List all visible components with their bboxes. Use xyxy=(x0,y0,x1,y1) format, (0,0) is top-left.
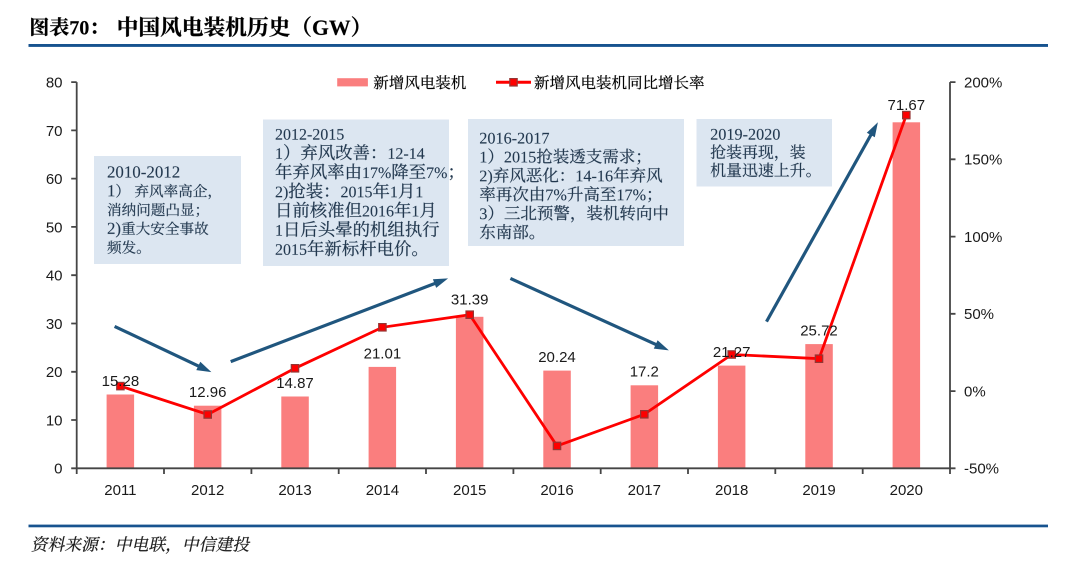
svg-text:21.01: 21.01 xyxy=(364,345,402,362)
svg-text:20: 20 xyxy=(46,364,63,381)
svg-text:2018: 2018 xyxy=(715,482,748,499)
svg-text:50%: 50% xyxy=(964,306,994,323)
svg-text:15.28: 15.28 xyxy=(102,373,140,390)
svg-text:2019: 2019 xyxy=(802,482,835,499)
svg-text:12.96: 12.96 xyxy=(189,384,227,401)
svg-text:2020: 2020 xyxy=(890,482,923,499)
svg-text:30: 30 xyxy=(46,316,63,333)
svg-text:-50%: -50% xyxy=(964,461,999,478)
svg-text:21.27: 21.27 xyxy=(713,344,751,361)
svg-text:80: 80 xyxy=(46,75,63,92)
svg-text:150%: 150% xyxy=(964,152,1002,169)
svg-text:2017: 2017 xyxy=(628,482,661,499)
svg-text:25.72: 25.72 xyxy=(800,323,838,340)
svg-text:2012: 2012 xyxy=(191,482,224,499)
svg-text:2015: 2015 xyxy=(453,482,486,499)
svg-text:100%: 100% xyxy=(964,229,1002,246)
svg-text:2016: 2016 xyxy=(540,482,573,499)
svg-text:14.87: 14.87 xyxy=(276,375,314,392)
svg-text:2014: 2014 xyxy=(366,482,399,499)
svg-text:2011: 2011 xyxy=(104,482,136,499)
svg-text:20.24: 20.24 xyxy=(538,349,576,366)
svg-text:31.39: 31.39 xyxy=(451,292,489,309)
svg-text:40: 40 xyxy=(46,268,63,285)
svg-text:10: 10 xyxy=(46,412,63,429)
svg-text:71.67: 71.67 xyxy=(888,97,926,114)
svg-text:200%: 200% xyxy=(964,75,1002,92)
svg-text:60: 60 xyxy=(46,171,63,188)
svg-text:0: 0 xyxy=(54,461,62,478)
svg-text:50: 50 xyxy=(46,219,63,236)
svg-text:17.2: 17.2 xyxy=(630,364,659,381)
svg-text:2013: 2013 xyxy=(278,482,311,499)
svg-text:0%: 0% xyxy=(964,384,986,401)
svg-text:70: 70 xyxy=(46,123,63,140)
